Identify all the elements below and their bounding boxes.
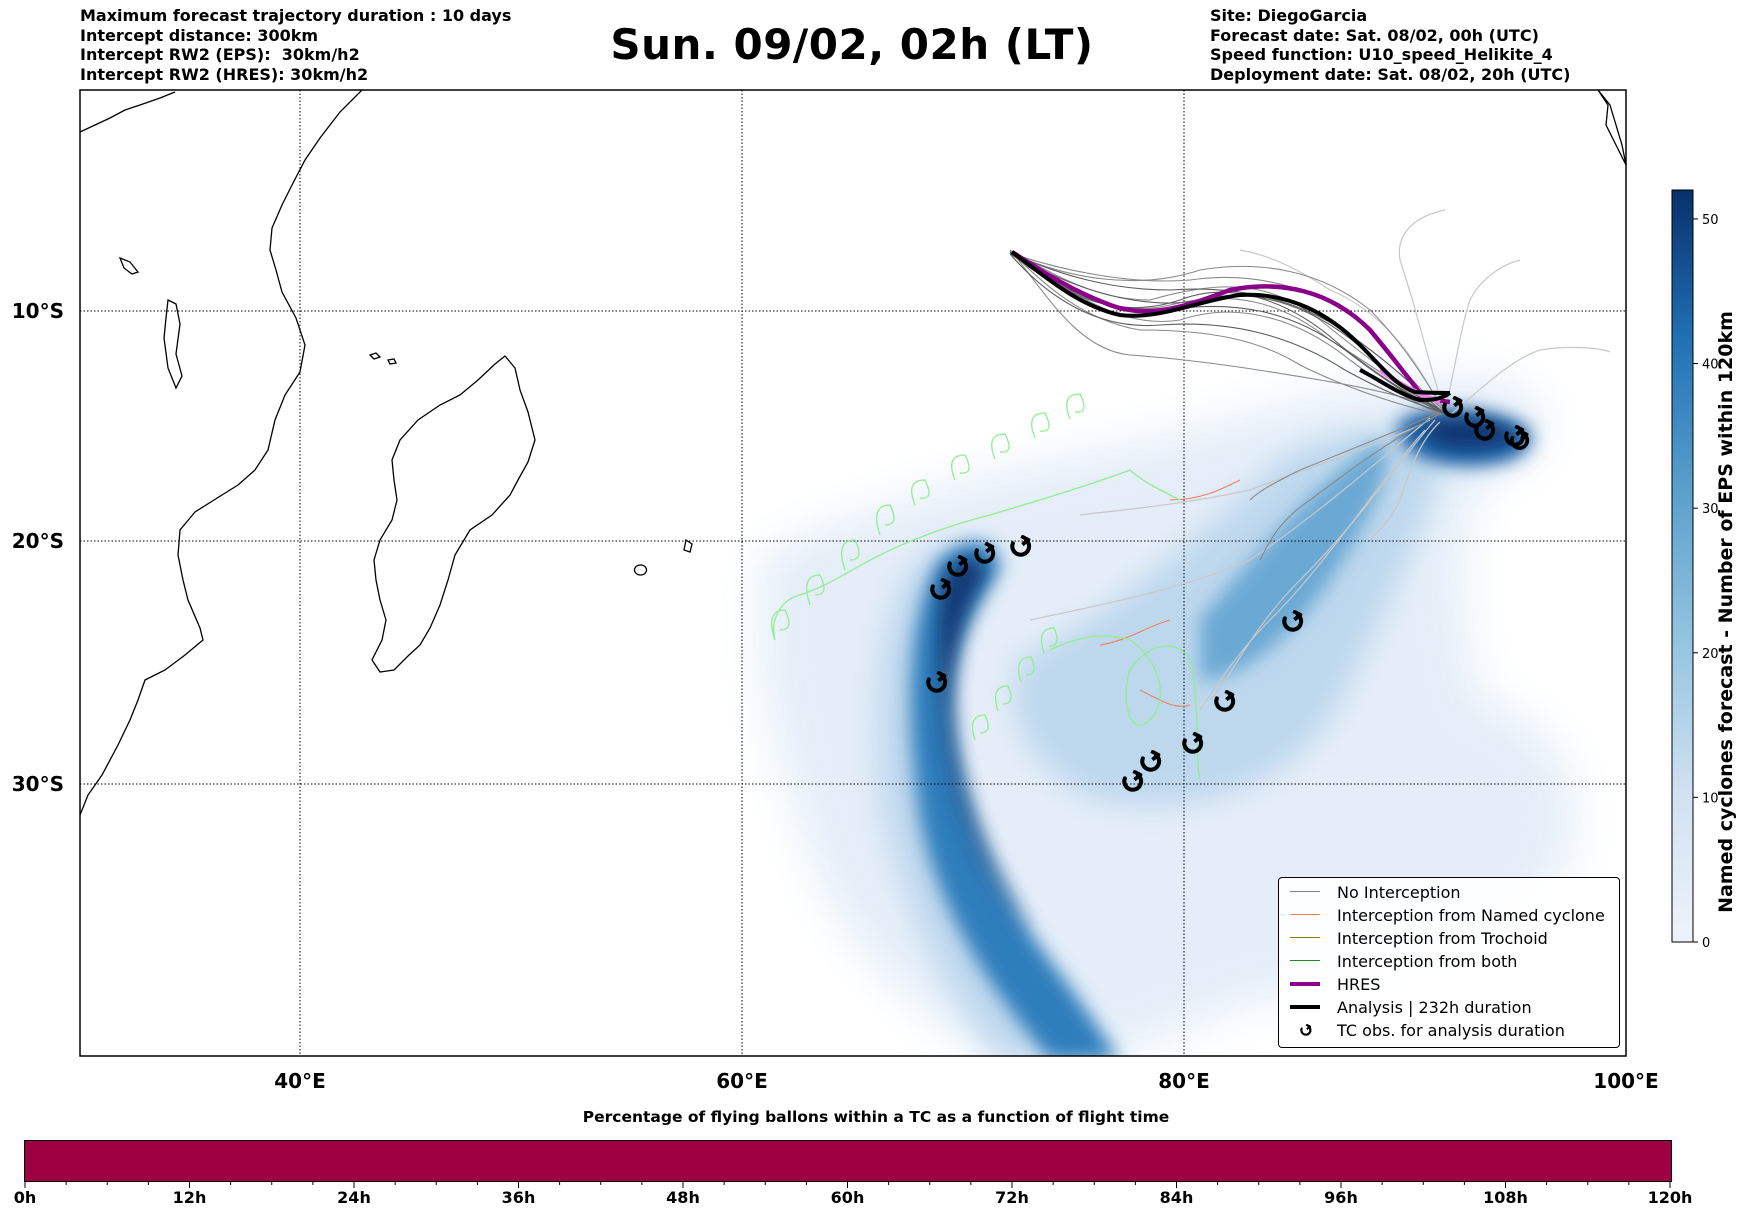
legend-item: Interception from both: [1287, 950, 1517, 972]
legend-line-analysis: [1290, 1005, 1320, 1009]
legend-line-named-cyclone: [1290, 914, 1320, 915]
trochoid-track-2: [971, 627, 1201, 781]
header-left-line: Intercept RW2 (EPS): 30km/h2: [80, 45, 360, 64]
legend-item: Interception from Named cyclone: [1287, 904, 1605, 926]
coastline-madagascar: [371, 355, 536, 673]
colorbar-tick-label: 0: [1702, 936, 1710, 951]
colorbar-tick-label: 30: [1702, 502, 1719, 517]
legend-line-hres: [1290, 982, 1320, 986]
colorbar-tick-label: 50: [1702, 213, 1719, 228]
map-title: Sun. 09/02, 02h (LT): [610, 20, 1094, 69]
analysis-track: [1010, 250, 1452, 403]
colorbar-tick-label: 20: [1702, 647, 1719, 662]
flight-bar-tick-label: 36h: [501, 1188, 536, 1207]
tc-obs-legend-icon: [1300, 1024, 1312, 1036]
coastline-mayotte-comoros: [368, 352, 397, 365]
flight-bar-tick-label: 0h: [13, 1188, 37, 1207]
gridlines: [80, 90, 1626, 1056]
lon-tick: 60°E: [716, 1069, 768, 1093]
flight-bar-tick-label: 96h: [1324, 1188, 1358, 1207]
legend-line-trochoid: [1290, 937, 1320, 938]
header-left-line: Intercept RW2 (HRES): 30km/h2: [80, 64, 369, 84]
coastlines: [80, 90, 1626, 816]
flight-bar-tick-label: 12h: [172, 1188, 207, 1207]
map-area: [80, 90, 1626, 1056]
colorbar-label: Named cyclones forecast - Number of EPS …: [1715, 311, 1737, 913]
flight-bar-tick-label: 108h: [1483, 1188, 1528, 1207]
colorbar-tick-label: 40: [1702, 358, 1719, 373]
flight-bar-tick-label: 48h: [666, 1188, 700, 1207]
map-frame: [79, 89, 1627, 1057]
lat-tick-labels: 10°S 20°S 30°S: [12, 299, 64, 796]
lat-tick: 30°S: [12, 772, 64, 796]
lon-tick: 80°E: [1158, 1069, 1210, 1093]
header-left-line: Maximum forecast trajectory duration : 1…: [80, 6, 512, 25]
legend-item: Analysis | 232h duration: [1287, 996, 1532, 1018]
header-right-line: Forecast date: Sat. 08/02, 00h (UTC): [1210, 25, 1539, 45]
flight-percentage-bar: [24, 1140, 1672, 1182]
flight-bar-tick-label: 120h: [1647, 1188, 1693, 1207]
density-colorbar: 0 10 20 30 40 50: [1671, 189, 1719, 951]
header-left-line: Intercept distance: 300km: [80, 25, 319, 45]
legend-item: Interception from Trochoid: [1287, 927, 1548, 949]
header-right-line: Deployment date: Sat. 08/02, 20h (UTC): [1210, 64, 1571, 84]
trochoid-track-1: [771, 393, 1181, 641]
coastline-maldives-north: [1597, 90, 1626, 166]
map-legend: No Interception Interception from Named …: [1278, 877, 1620, 1048]
flight-bar-tick-label: 72h: [995, 1188, 1029, 1207]
coastline-seychelles: [118, 256, 183, 390]
coastline-reunion: [633, 538, 693, 576]
header-info-left: Maximum forecast trajectory duration : 1…: [80, 6, 511, 84]
legend-item: HRES: [1287, 973, 1380, 995]
colorbar-tick-label: 10: [1702, 791, 1719, 806]
legend-item: TC obs. for analysis duration: [1287, 1019, 1565, 1041]
legend-item: No Interception: [1287, 881, 1461, 903]
flight-bar-title: Percentage of flying ballons within a TC…: [582, 1108, 1170, 1126]
flight-bar-tick-label: 24h: [337, 1188, 371, 1207]
lat-tick: 10°S: [12, 299, 64, 323]
legend-line-no-interception: [1290, 891, 1320, 892]
lon-tick: 40°E: [274, 1069, 326, 1093]
header-info-right: Site: DiegoGarcia Forecast date: Sat. 08…: [1210, 6, 1570, 84]
lon-tick: 100°E: [1593, 1069, 1658, 1093]
legend-line-both: [1290, 960, 1320, 961]
coastline-africa: [80, 90, 363, 816]
header-right-line: Speed function: U10_speed_Helikite_4: [1210, 45, 1553, 64]
flight-bar-tick-label: 84h: [1159, 1188, 1194, 1207]
flight-bar-tick-label: 60h: [830, 1188, 865, 1207]
lat-tick: 20°S: [12, 529, 64, 553]
lon-tick-labels: 40°E 60°E 80°E 100°E: [274, 1069, 1658, 1093]
header-right-line: Site: DiegoGarcia: [1210, 6, 1368, 25]
